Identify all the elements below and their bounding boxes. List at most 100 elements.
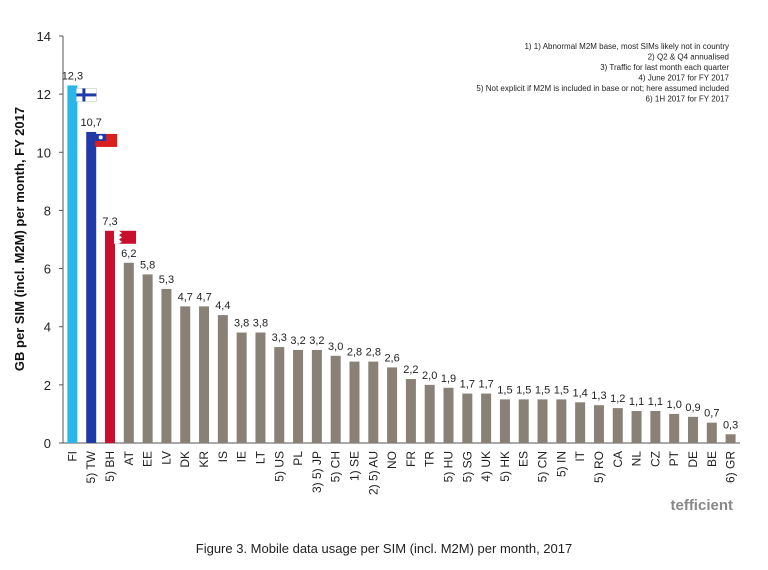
- category-label: 6) GR: [724, 451, 738, 483]
- y-tick-label: 12: [37, 87, 51, 102]
- taiwan-flag-icon: [95, 133, 118, 147]
- footnote: 2) Q2 & Q4 annualised: [648, 53, 729, 62]
- category-label: NL: [630, 451, 644, 467]
- category-label: 5) HK: [498, 451, 512, 482]
- bar: [556, 399, 567, 443]
- value-labels: 12,310,77,36,25,85,34,7 4,74,43,8 3,83,3 3,…: [62, 70, 739, 431]
- bar: [575, 402, 586, 443]
- bar: [424, 384, 435, 443]
- bar: [405, 379, 416, 443]
- value-label: 4,4: [215, 300, 230, 312]
- bar: [687, 416, 698, 443]
- logo-text: tefficient: [670, 497, 733, 514]
- value-label: 1,7: [478, 379, 493, 391]
- category-label: LV: [159, 451, 173, 465]
- finland-flag-icon: [76, 88, 97, 102]
- category-label: 5) HU: [442, 451, 456, 482]
- category-label: 5) US: [272, 451, 286, 482]
- value-label: 1,1: [648, 396, 663, 408]
- value-label: 1,7: [460, 379, 475, 391]
- figure-caption: Figure 3. Mobile data usage per SIM (inc…: [195, 541, 573, 556]
- value-label: 1,5: [554, 384, 569, 396]
- bar: [725, 434, 736, 443]
- category-label: LT: [253, 450, 267, 464]
- y-tick-label: 0: [44, 436, 51, 451]
- footnote: 1) 1) Abnormal M2M base, most SIMs likel…: [524, 42, 729, 51]
- bar: [650, 411, 661, 443]
- value-label: 1,1: [629, 396, 644, 408]
- bar: [236, 332, 247, 443]
- value-label: 2,2: [403, 364, 418, 376]
- bar: [217, 315, 228, 443]
- bar: [161, 288, 172, 443]
- value-label: 0,7: [704, 408, 719, 420]
- bar: [518, 399, 529, 443]
- bar: [86, 131, 97, 443]
- y-tick-label: 14: [37, 29, 51, 44]
- category-label: 5) TW: [84, 450, 98, 483]
- bar: [481, 393, 492, 443]
- bar: [499, 399, 510, 443]
- bar: [105, 230, 116, 443]
- footnotes: 1) 1) Abnormal M2M base, most SIMs likel…: [476, 42, 729, 104]
- bar: [199, 306, 210, 443]
- value-label: 1,5: [516, 384, 531, 396]
- bar: [123, 262, 134, 443]
- category-label: 5) CH: [329, 451, 343, 482]
- category-label: KR: [197, 451, 211, 468]
- category-label: 5) IN: [554, 451, 568, 477]
- value-label: 1,5: [535, 384, 550, 396]
- y-tick-label: 10: [37, 145, 51, 160]
- bar-chart: GB per SIM (incl. M2M) per month, FY 201…: [12, 29, 740, 514]
- bar: [612, 408, 623, 443]
- value-label: 4,7: [196, 291, 211, 303]
- value-label: 1,3: [591, 390, 606, 402]
- bar: [142, 274, 153, 443]
- bars: [67, 85, 736, 444]
- value-label: 1,4: [573, 387, 588, 399]
- bar: [274, 347, 285, 443]
- value-label: 2,6: [384, 352, 399, 364]
- category-label: 5) SG: [460, 451, 474, 482]
- value-label: 3,8: [253, 318, 268, 330]
- y-tick-label: 6: [44, 262, 51, 277]
- category-labels: FI 5) TW 5) BH AT EE LV DK KR IS IE LT 5) US PL 3) 5)…: [65, 450, 737, 495]
- y-axis-label: GB per SIM (incl. M2M) per month, FY 201…: [12, 107, 27, 371]
- value-label: 2,0: [422, 370, 437, 382]
- category-label: 4) UK: [479, 451, 493, 482]
- bar: [706, 422, 717, 443]
- category-label: IE: [235, 451, 249, 462]
- value-label: 3,0: [328, 341, 343, 353]
- category-label: TR: [423, 451, 437, 467]
- category-label: DK: [178, 451, 192, 468]
- value-label: 0,3: [723, 419, 738, 431]
- bar: [669, 413, 680, 443]
- value-label: 5,3: [159, 274, 174, 286]
- category-label: DE: [686, 451, 700, 468]
- value-label: 5,8: [140, 259, 155, 271]
- bar: [293, 349, 304, 443]
- bahrain-flag-icon: [114, 230, 137, 244]
- category-label: IS: [216, 451, 230, 462]
- value-label: 0,9: [685, 402, 700, 414]
- value-label: 3,3: [272, 332, 287, 344]
- category-label: 5) RO: [592, 451, 606, 483]
- value-label: 7,3: [102, 216, 117, 228]
- category-label: 1) SE: [347, 451, 361, 481]
- value-label: 10,7: [80, 117, 101, 129]
- footnote: 5) Not explicit if M2M is included in ba…: [476, 84, 729, 93]
- value-label: 1,2: [610, 393, 625, 405]
- bar: [349, 361, 360, 443]
- category-label: NO: [385, 451, 399, 469]
- bar: [180, 306, 191, 443]
- value-label: 2,8: [366, 347, 381, 359]
- footnote: 4) June 2017 for FY 2017: [638, 74, 729, 83]
- bar: [387, 367, 398, 443]
- category-label: IT: [573, 450, 587, 461]
- category-label: FR: [404, 451, 418, 467]
- bar: [593, 405, 604, 443]
- tefficient-logo: tefficient: [670, 497, 733, 514]
- category-label: 5) BH: [103, 451, 117, 482]
- category-label: PL: [291, 451, 305, 466]
- y-tick-label: 4: [44, 320, 51, 335]
